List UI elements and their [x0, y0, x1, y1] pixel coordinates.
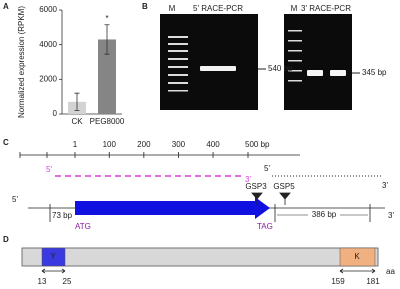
y-axis-label: Normalized expression (RPKM) [17, 6, 26, 118]
panel-letter: C [3, 138, 9, 147]
pcr-band [330, 70, 346, 76]
end-label: 3' [382, 181, 388, 190]
position-label: 13 [38, 277, 47, 286]
pcr-band [200, 66, 236, 71]
band-label: 345 bp [362, 68, 387, 77]
cds-arrow [75, 197, 270, 219]
pcr-band [307, 70, 323, 76]
unit-label: aa [386, 267, 395, 276]
bar [98, 39, 116, 114]
panel-letter: A [3, 2, 9, 11]
scale-label: 1 [73, 140, 78, 149]
scale-label: 100 [103, 140, 117, 149]
band-label: 540 bp [268, 64, 293, 73]
primer-arrow [251, 192, 263, 205]
position-label: 181 [366, 277, 380, 286]
domain-label: K [354, 252, 360, 261]
y-tick-label: 4000 [39, 40, 57, 49]
y-tick-label: 2000 [39, 74, 57, 83]
position-label: 159 [331, 277, 345, 286]
panel-letter: D [3, 235, 9, 244]
domain-label: Y [50, 252, 56, 261]
marker-label: M [291, 4, 298, 13]
position-label: 25 [63, 277, 72, 286]
primer-label: GSP5 [273, 182, 295, 191]
marker-bands [168, 30, 302, 92]
scale-label: 500 bp [245, 140, 270, 149]
primer-label: GSP3 [245, 182, 267, 191]
end-label: 5' [12, 195, 18, 204]
utr-label: 73 bp [52, 211, 73, 220]
y-tick-label: 0 [53, 109, 58, 118]
span-arrow [339, 268, 376, 274]
codon-label: TAG [257, 222, 273, 231]
y-tick-label: 6000 [39, 5, 57, 14]
gel [160, 14, 258, 110]
error-bar [74, 92, 80, 111]
scale-label: 300 [172, 140, 186, 149]
x-tick-label: CK [71, 117, 83, 126]
annotation: * [105, 14, 108, 23]
scale-label: 200 [137, 140, 151, 149]
protein-bar [21, 247, 379, 267]
panel-letter: B [142, 2, 148, 11]
domain-k [339, 247, 376, 267]
domain-y [41, 247, 66, 267]
gel-title: 5' RACE-PCR [193, 4, 243, 13]
end-label: 3' [388, 211, 394, 220]
x-tick-label: PEG8000 [90, 117, 125, 126]
gel-title: 3' RACE-PCR [301, 4, 351, 13]
error-bar [104, 24, 110, 55]
end-label: 5' [46, 165, 52, 174]
span-arrow [41, 268, 66, 274]
marker-label: M [169, 4, 176, 13]
utr-label: 386 bp [312, 210, 337, 219]
gel [284, 14, 352, 110]
end-label: 5' [264, 164, 270, 173]
scale-label: 400 [206, 140, 220, 149]
end-label: 3' [245, 175, 251, 184]
primer-arrow [279, 192, 291, 205]
codon-label: ATG [75, 222, 91, 231]
